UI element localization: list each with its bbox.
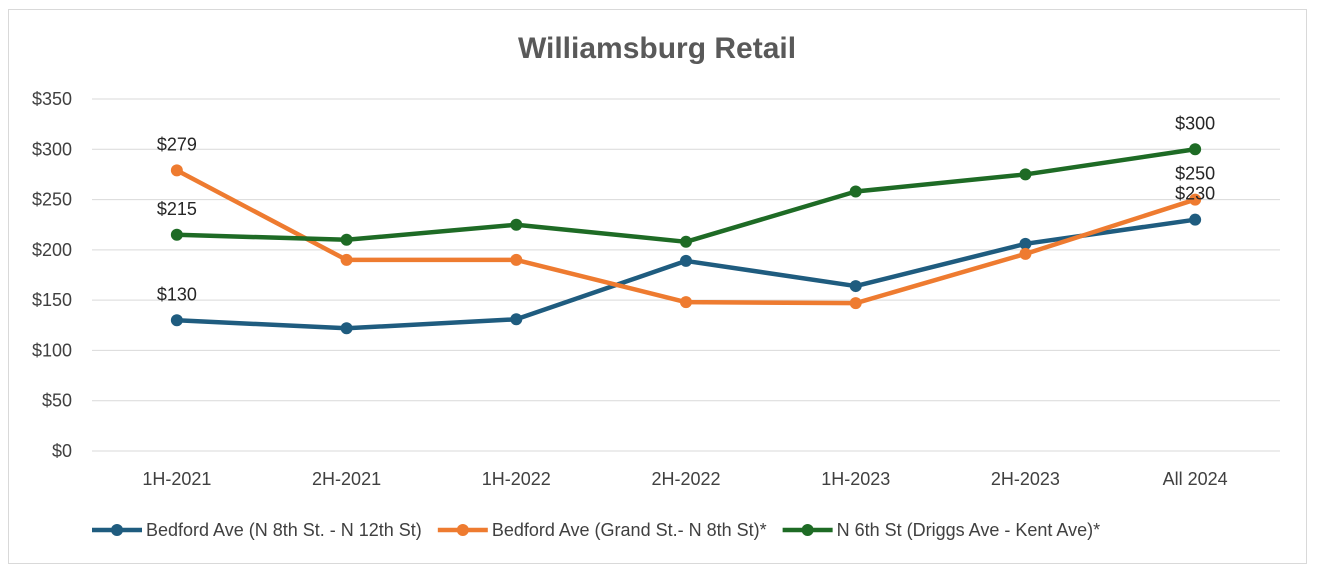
series-2 bbox=[170, 164, 1202, 310]
x-tick-label: 2H-2022 bbox=[651, 469, 720, 489]
data-point bbox=[510, 253, 523, 266]
legend-label: N 6th St (Driggs Ave - Kent Ave)* bbox=[837, 520, 1100, 540]
data-point bbox=[170, 164, 183, 177]
data-label: $215 bbox=[157, 199, 197, 219]
legend-point-marker bbox=[111, 524, 123, 536]
legend-item: N 6th St (Driggs Ave - Kent Ave)* bbox=[782, 520, 1100, 540]
x-axis-ticks: 1H-2021 2H-2021 1H-2022 2H-2022 1H-2023 2H-20… bbox=[142, 469, 1227, 489]
data-labels: $130 $230 $279 $250 $215 $300 bbox=[157, 113, 1215, 304]
data-point bbox=[849, 297, 862, 310]
data-point bbox=[1189, 143, 1202, 156]
data-point bbox=[170, 228, 183, 241]
x-tick-label: 1H-2022 bbox=[482, 469, 551, 489]
y-tick-label: $200 bbox=[32, 240, 72, 260]
legend-item: Bedford Ave (Grand St.- N 8th St)* bbox=[437, 520, 767, 540]
gridlines bbox=[92, 98, 1280, 452]
data-label: $279 bbox=[157, 134, 197, 154]
data-point bbox=[170, 314, 183, 327]
data-point bbox=[680, 296, 692, 309]
chart-frame bbox=[8, 9, 1307, 564]
data-label: $230 bbox=[1175, 184, 1215, 204]
data-point bbox=[1189, 193, 1202, 206]
x-tick-label: 2H-2023 bbox=[991, 469, 1060, 489]
series-lines bbox=[170, 143, 1202, 335]
data-point bbox=[510, 313, 523, 326]
legend-point-marker bbox=[456, 524, 469, 536]
data-label: $250 bbox=[1175, 164, 1215, 184]
data-point bbox=[849, 280, 862, 293]
legend-label: Bedford Ave (Grand St.- N 8th St)* bbox=[492, 520, 767, 540]
series-3 bbox=[170, 143, 1202, 248]
x-tick-label: 1H-2021 bbox=[142, 469, 211, 489]
data-label: $130 bbox=[157, 284, 197, 304]
data-point bbox=[510, 218, 523, 231]
y-tick-label: $100 bbox=[32, 340, 72, 360]
legend-point-marker bbox=[801, 524, 814, 536]
chart-title: Williamsburg Retail bbox=[518, 32, 796, 65]
data-point bbox=[340, 253, 353, 266]
y-tick-label: $300 bbox=[32, 139, 72, 159]
data-point bbox=[849, 185, 862, 198]
series-1 bbox=[170, 213, 1202, 335]
data-point bbox=[340, 322, 353, 335]
data-point bbox=[1019, 247, 1032, 260]
y-tick-label: $250 bbox=[32, 190, 72, 210]
y-tick-label: $50 bbox=[42, 391, 72, 411]
data-point bbox=[1189, 213, 1202, 226]
y-axis-ticks: $0 $50 $100 $150 $200 $250 $300 $350 bbox=[32, 89, 72, 461]
y-tick-label: $150 bbox=[32, 290, 72, 310]
data-point bbox=[1019, 168, 1032, 181]
legend-label: Bedford Ave (N 8th St. - N 12th St) bbox=[146, 520, 422, 540]
data-point bbox=[340, 233, 353, 246]
legend: Bedford Ave (N 8th St. - N 12th St) Bedfo… bbox=[92, 520, 1100, 540]
data-label: $300 bbox=[1175, 113, 1215, 133]
x-tick-label: 2H-2021 bbox=[312, 469, 381, 489]
data-point bbox=[680, 254, 692, 267]
x-tick-label: 1H-2023 bbox=[821, 469, 890, 489]
y-tick-label: $350 bbox=[32, 89, 72, 109]
y-tick-label: $0 bbox=[52, 441, 72, 461]
legend-item: Bedford Ave (N 8th St. - N 12th St) bbox=[92, 520, 422, 540]
data-point bbox=[1019, 237, 1032, 250]
data-point bbox=[680, 235, 692, 248]
series-line bbox=[174, 147, 1198, 245]
x-tick-label: All 2024 bbox=[1163, 469, 1228, 489]
